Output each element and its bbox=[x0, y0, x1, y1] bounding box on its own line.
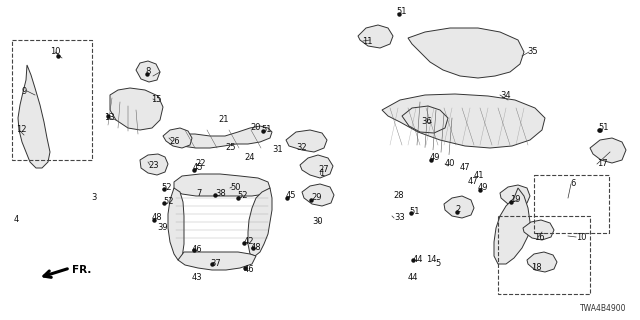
Text: 36: 36 bbox=[421, 117, 432, 126]
Polygon shape bbox=[444, 196, 474, 218]
Text: 13: 13 bbox=[104, 114, 115, 123]
Polygon shape bbox=[286, 130, 327, 152]
Text: FR.: FR. bbox=[72, 265, 92, 275]
Text: 44: 44 bbox=[408, 274, 419, 283]
Text: 52: 52 bbox=[163, 197, 173, 206]
Polygon shape bbox=[494, 188, 530, 264]
Text: 4: 4 bbox=[14, 215, 19, 225]
Polygon shape bbox=[402, 106, 448, 133]
Text: 23: 23 bbox=[148, 161, 159, 170]
Polygon shape bbox=[168, 188, 184, 260]
Text: 37: 37 bbox=[210, 260, 221, 268]
Text: TWA4B4900: TWA4B4900 bbox=[579, 304, 626, 313]
Polygon shape bbox=[408, 28, 524, 78]
Bar bbox=[498, 216, 590, 294]
Polygon shape bbox=[178, 252, 256, 270]
Text: 17: 17 bbox=[597, 159, 607, 169]
Text: 16: 16 bbox=[534, 233, 545, 242]
Text: 26: 26 bbox=[169, 137, 180, 146]
Text: 47: 47 bbox=[460, 164, 470, 172]
Polygon shape bbox=[302, 184, 334, 206]
Text: 7: 7 bbox=[196, 188, 202, 197]
Text: 20: 20 bbox=[250, 124, 260, 132]
Text: 38: 38 bbox=[215, 188, 226, 197]
Polygon shape bbox=[382, 94, 545, 148]
Text: 45: 45 bbox=[286, 191, 296, 201]
Text: 31: 31 bbox=[272, 145, 283, 154]
Polygon shape bbox=[300, 155, 333, 178]
Text: 21: 21 bbox=[218, 116, 228, 124]
Text: 49: 49 bbox=[430, 154, 440, 163]
Polygon shape bbox=[18, 65, 50, 168]
Text: 6: 6 bbox=[570, 180, 575, 188]
Text: 14: 14 bbox=[426, 254, 436, 263]
Text: 43: 43 bbox=[192, 274, 203, 283]
Text: 51: 51 bbox=[396, 7, 406, 17]
Text: 41: 41 bbox=[474, 171, 484, 180]
Text: 18: 18 bbox=[531, 263, 541, 273]
Text: 35: 35 bbox=[527, 47, 538, 57]
Text: 15: 15 bbox=[151, 94, 161, 103]
Text: 47: 47 bbox=[468, 178, 479, 187]
Polygon shape bbox=[174, 174, 270, 196]
Text: 42: 42 bbox=[244, 236, 255, 245]
Text: 10: 10 bbox=[576, 233, 586, 242]
Text: 52: 52 bbox=[161, 182, 172, 191]
Polygon shape bbox=[358, 25, 393, 48]
Polygon shape bbox=[140, 154, 168, 175]
Text: 22: 22 bbox=[195, 159, 205, 169]
Text: 10: 10 bbox=[50, 47, 61, 57]
Text: 51: 51 bbox=[409, 206, 419, 215]
Text: 51: 51 bbox=[598, 124, 609, 132]
Text: 45: 45 bbox=[193, 164, 204, 172]
Text: 52: 52 bbox=[237, 191, 248, 201]
Text: 39: 39 bbox=[157, 223, 168, 233]
Text: 12: 12 bbox=[16, 125, 26, 134]
Text: 50: 50 bbox=[230, 182, 241, 191]
Polygon shape bbox=[163, 128, 192, 148]
Text: 5: 5 bbox=[435, 259, 440, 268]
Text: 8: 8 bbox=[145, 68, 150, 76]
Text: 27: 27 bbox=[318, 165, 328, 174]
Text: 33: 33 bbox=[394, 213, 404, 222]
Text: 44: 44 bbox=[413, 254, 424, 263]
Text: 34: 34 bbox=[500, 91, 511, 100]
Text: 48: 48 bbox=[251, 243, 262, 252]
Text: 46: 46 bbox=[244, 265, 255, 274]
Text: 48: 48 bbox=[152, 213, 163, 222]
Text: 25: 25 bbox=[225, 143, 236, 153]
Text: 46: 46 bbox=[192, 245, 203, 254]
Text: 30: 30 bbox=[312, 218, 323, 227]
Text: 11: 11 bbox=[362, 36, 372, 45]
Text: 3: 3 bbox=[91, 193, 97, 202]
Bar bbox=[534, 175, 609, 233]
Text: 2: 2 bbox=[455, 205, 460, 214]
Text: 24: 24 bbox=[244, 154, 255, 163]
Polygon shape bbox=[500, 185, 530, 206]
Text: 9: 9 bbox=[22, 86, 28, 95]
Text: 19: 19 bbox=[510, 196, 520, 204]
Polygon shape bbox=[590, 138, 626, 163]
Text: 28: 28 bbox=[393, 191, 404, 201]
Bar bbox=[12, 40, 92, 160]
Text: 29: 29 bbox=[311, 194, 321, 203]
Polygon shape bbox=[110, 88, 163, 130]
Text: 32: 32 bbox=[296, 143, 307, 153]
Polygon shape bbox=[167, 126, 272, 148]
Polygon shape bbox=[136, 61, 160, 82]
Text: 51: 51 bbox=[261, 124, 271, 133]
Polygon shape bbox=[523, 220, 554, 240]
Text: 49: 49 bbox=[478, 183, 488, 193]
Text: 1: 1 bbox=[319, 170, 324, 179]
Polygon shape bbox=[248, 188, 272, 256]
Text: 40: 40 bbox=[445, 159, 456, 169]
Polygon shape bbox=[527, 252, 557, 272]
